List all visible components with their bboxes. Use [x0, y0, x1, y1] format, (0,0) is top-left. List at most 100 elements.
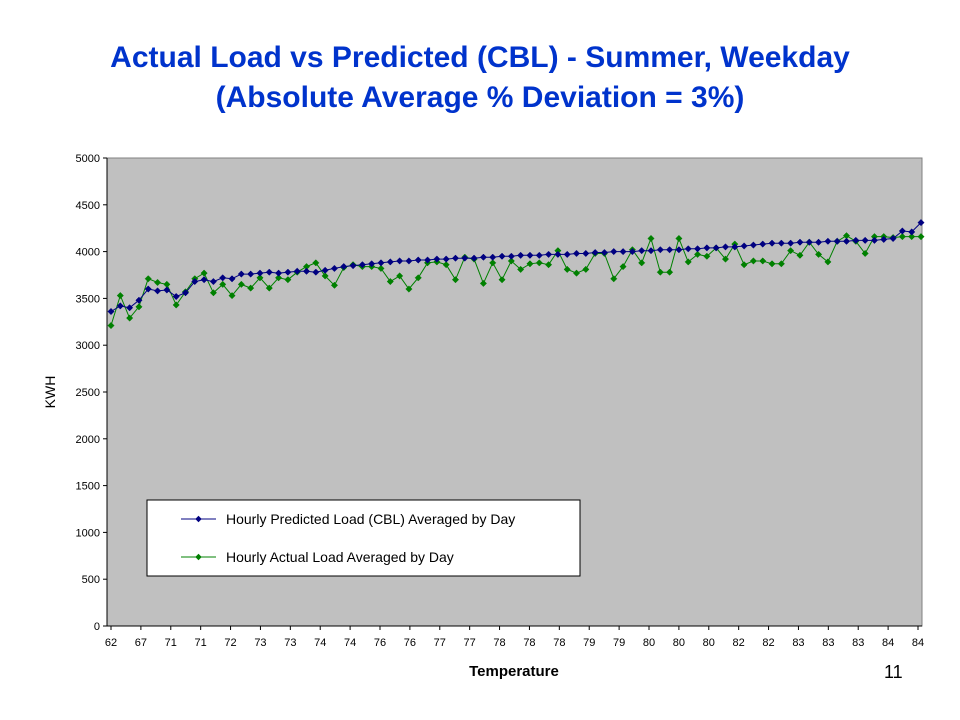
y-axis: 0 500 1000 1500 2000 2500 3000 3500 4000 4500 5000 [76, 153, 108, 633]
y-tick-label: 500 [82, 574, 100, 586]
data-point [647, 247, 655, 255]
data-point [498, 276, 506, 284]
data-point [247, 284, 255, 292]
x-tick-label: 62 [105, 637, 117, 649]
data-point [861, 249, 869, 258]
data-point [275, 274, 283, 282]
y-tick-label: 3500 [76, 293, 100, 305]
data-point [423, 256, 432, 264]
data-point [796, 251, 804, 259]
x-tick-label: 73 [254, 637, 266, 649]
x-tick-label: 73 [284, 637, 296, 649]
x-tick-label: 76 [374, 637, 386, 649]
data-point [666, 246, 674, 254]
data-point [805, 238, 813, 246]
data-point [116, 302, 124, 310]
data-point [507, 252, 515, 260]
data-point [349, 262, 357, 270]
data-point [153, 278, 162, 287]
data-point [619, 263, 627, 271]
data-point [163, 286, 171, 294]
data-point [526, 260, 534, 268]
x-tick-label: 80 [673, 637, 685, 649]
data-point [396, 272, 404, 280]
data-point [563, 265, 571, 273]
series-line [110, 235, 921, 326]
data-point [321, 272, 329, 280]
data-point [386, 258, 394, 266]
data-point [703, 252, 711, 260]
data-point [126, 304, 134, 312]
data-point [638, 259, 646, 267]
x-tick-label: 80 [703, 637, 715, 649]
legend-entry-predicted: Hourly Predicted Load (CBL) Averaged by … [181, 511, 515, 527]
y-tick-label: 2000 [76, 434, 100, 446]
x-tick-label: 78 [523, 637, 535, 649]
data-point [647, 234, 655, 243]
x-tick-label: 74 [314, 637, 326, 649]
data-point [461, 254, 469, 262]
data-point [870, 236, 879, 244]
data-point [898, 227, 906, 235]
x-tick-label: 79 [583, 637, 595, 649]
data-point [675, 246, 683, 254]
data-point [293, 267, 301, 275]
data-point [666, 268, 674, 276]
data-point [479, 253, 487, 261]
x-tick-label: 78 [553, 637, 565, 649]
data-point [600, 248, 609, 257]
legend-entry-actual: Hourly Actual Load Averaged by Day [181, 549, 454, 565]
data-point [684, 245, 692, 253]
data-point [228, 292, 236, 300]
data-point [572, 249, 581, 258]
legend-label: Hourly Actual Load Averaged by Day [226, 549, 454, 565]
data-point [768, 260, 776, 268]
data-point [545, 250, 553, 258]
data-point [768, 239, 776, 247]
data-point [749, 241, 757, 249]
data-point [721, 255, 730, 263]
data-point [759, 240, 767, 248]
data-point [917, 233, 925, 241]
page-number: 11 [884, 662, 903, 682]
data-point [703, 244, 711, 252]
data-point [414, 274, 422, 282]
data-point [898, 233, 906, 241]
data-point [731, 243, 739, 251]
data-point [405, 285, 413, 293]
data-point [861, 236, 869, 244]
data-point [517, 265, 525, 273]
data-point [628, 248, 636, 256]
data-point [358, 261, 366, 269]
data-point [396, 257, 404, 265]
data-point [908, 233, 916, 241]
legend-marker [195, 515, 202, 523]
x-tick-label: 71 [195, 637, 207, 649]
data-point [247, 270, 255, 278]
data-point [507, 257, 515, 265]
data-point [787, 239, 795, 247]
data-point [796, 238, 804, 246]
y-tick-label: 1500 [76, 481, 100, 493]
data-point [675, 234, 683, 243]
legend-label: Hourly Predicted Load (CBL) Averaged by … [226, 511, 515, 527]
y-tick-label: 5000 [76, 153, 100, 165]
data-point [377, 264, 385, 273]
data-point [693, 245, 702, 253]
data-point [191, 277, 199, 286]
data-point [126, 314, 134, 322]
data-point [498, 252, 506, 260]
data-point [759, 257, 767, 265]
data-point [815, 250, 823, 258]
x-tick-label: 84 [912, 637, 924, 649]
x-axis: 62 67 71 71 72 73 73 74 74 76 76 77 77 78 78 78 79 79 80 80… [105, 625, 924, 649]
title-line-2: (Absolute Average % Deviation = 3%) [215, 81, 745, 114]
data-point [740, 242, 748, 250]
data-point [302, 267, 311, 275]
data-point [517, 251, 525, 259]
data-point [451, 276, 460, 284]
data-point [535, 259, 543, 267]
data-point [740, 261, 748, 269]
data-point [256, 269, 264, 277]
data-point [787, 247, 795, 255]
